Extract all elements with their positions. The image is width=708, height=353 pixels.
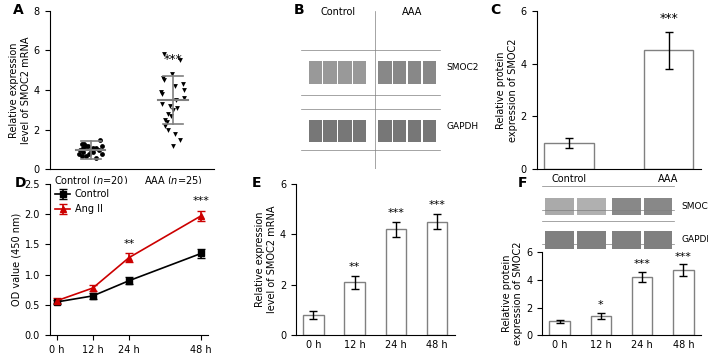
Point xyxy=(175,137,186,143)
Point xyxy=(87,149,98,154)
Point xyxy=(162,127,173,133)
Point xyxy=(164,103,175,109)
Bar xyxy=(423,120,436,142)
Point xyxy=(160,123,171,128)
Bar xyxy=(378,61,392,84)
Y-axis label: Relative protein
expression of SMOC2: Relative protein expression of SMOC2 xyxy=(496,38,518,142)
Point xyxy=(94,137,105,143)
Bar xyxy=(353,61,366,84)
Point xyxy=(159,77,170,83)
Point xyxy=(157,75,169,81)
Point xyxy=(156,89,167,95)
Point xyxy=(156,101,168,107)
Bar xyxy=(423,61,436,84)
Y-axis label: OD value (450 nm): OD value (450 nm) xyxy=(11,213,21,306)
Bar xyxy=(303,315,324,335)
Bar xyxy=(393,61,406,84)
Bar xyxy=(378,120,392,142)
Text: ***: *** xyxy=(387,208,404,218)
Bar xyxy=(427,222,447,335)
Bar xyxy=(408,120,421,142)
Text: B: B xyxy=(294,3,304,17)
Point xyxy=(77,145,88,150)
Text: ***: *** xyxy=(429,200,445,210)
Bar xyxy=(338,61,352,84)
Text: SMOC2: SMOC2 xyxy=(446,63,479,72)
Point xyxy=(74,147,86,152)
Point xyxy=(77,149,88,154)
Bar xyxy=(309,61,322,84)
Bar xyxy=(353,120,366,142)
Text: C: C xyxy=(491,3,501,17)
Point xyxy=(76,141,88,146)
Bar xyxy=(386,229,406,335)
Point xyxy=(178,87,190,93)
Point xyxy=(90,155,101,160)
Text: GAPDH: GAPDH xyxy=(446,122,479,131)
Text: E: E xyxy=(251,176,261,190)
Bar xyxy=(309,120,322,142)
Text: **: ** xyxy=(123,239,135,249)
Point xyxy=(96,151,108,156)
Text: **: ** xyxy=(349,262,360,272)
Point xyxy=(93,147,105,152)
Legend: Control, Ang II: Control, Ang II xyxy=(52,186,114,218)
Point xyxy=(166,71,178,77)
Bar xyxy=(324,120,337,142)
Point xyxy=(80,143,91,148)
Point xyxy=(76,153,88,158)
Point xyxy=(91,145,102,150)
Point xyxy=(177,81,188,87)
Text: ***: *** xyxy=(193,196,210,206)
Point xyxy=(170,97,181,103)
Bar xyxy=(344,282,365,335)
Point xyxy=(156,91,167,97)
Point xyxy=(174,58,185,63)
Text: ***: *** xyxy=(164,53,182,66)
Point xyxy=(73,151,84,156)
Bar xyxy=(393,120,406,142)
Text: F: F xyxy=(518,176,527,190)
Point xyxy=(168,107,179,113)
Text: AAA: AAA xyxy=(402,7,423,17)
Bar xyxy=(324,61,337,84)
Text: D: D xyxy=(15,176,26,190)
Bar xyxy=(338,120,352,142)
Point xyxy=(84,151,95,156)
Text: ***: *** xyxy=(659,12,678,25)
Bar xyxy=(408,61,421,84)
Point xyxy=(78,141,89,146)
Point xyxy=(166,113,177,119)
Y-axis label: Relative expression
level of SMOC2 mRNA: Relative expression level of SMOC2 mRNA xyxy=(256,206,277,313)
Text: A: A xyxy=(13,3,24,17)
Point xyxy=(86,147,97,152)
Point xyxy=(96,143,108,148)
Bar xyxy=(644,50,693,169)
Point xyxy=(161,119,173,125)
Y-axis label: Relative expression
level of SMOC2 mRNA: Relative expression level of SMOC2 mRNA xyxy=(9,36,31,144)
Point xyxy=(159,117,171,122)
Point xyxy=(88,145,99,150)
Point xyxy=(158,52,169,57)
Point xyxy=(80,153,91,158)
Bar xyxy=(544,143,594,169)
Point xyxy=(82,143,93,148)
Point xyxy=(162,111,173,116)
Point xyxy=(170,131,181,137)
Point xyxy=(167,143,178,148)
Point xyxy=(172,105,183,111)
Point xyxy=(178,95,190,101)
Text: Control: Control xyxy=(321,7,356,17)
Point xyxy=(169,83,181,89)
